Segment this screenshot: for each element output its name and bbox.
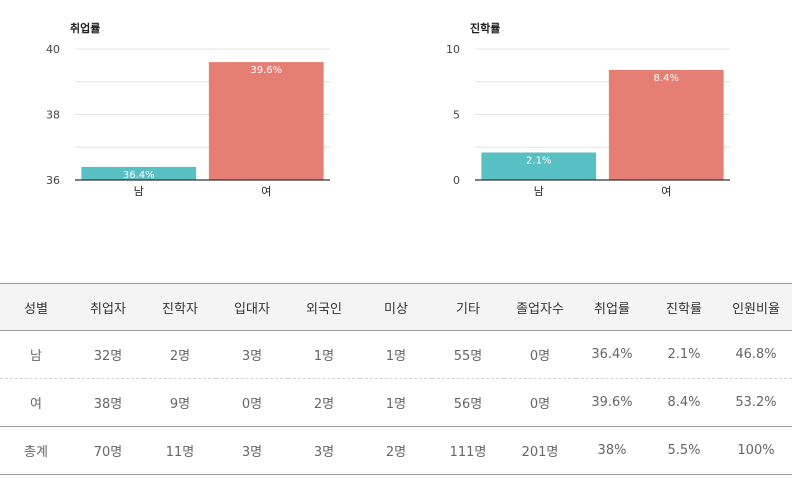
employment-rate-chart-svg: 취업률 36 38 40 36.4% 남 39.6% 여 bbox=[46, 21, 330, 198]
x-tick-label: 여 bbox=[661, 185, 671, 198]
table-cell: 111명 bbox=[432, 426, 504, 475]
header-gender: 성별 bbox=[0, 283, 72, 331]
bar bbox=[81, 166, 197, 180]
y-tick-label: 40 bbox=[46, 43, 60, 56]
header-advancement-rate: 진학률 bbox=[648, 283, 720, 331]
table-header-row: 성별 취업자 진학자 입대자 외국인 미상 기타 졸업자수 취업률 진학률 인원… bbox=[0, 283, 792, 331]
table-cell: 70명 bbox=[72, 426, 144, 475]
table-cell: 0명 bbox=[216, 378, 288, 427]
chart-title: 취업률 bbox=[70, 21, 100, 35]
table-cell: 0명 bbox=[504, 378, 576, 427]
table-cell: 32명 bbox=[72, 330, 144, 379]
graduate-stats-table: 성별 취업자 진학자 입대자 외국인 미상 기타 졸업자수 취업률 진학률 인원… bbox=[0, 283, 792, 475]
table-cell: 53.2% bbox=[720, 378, 792, 427]
table-header: 성별 취업자 진학자 입대자 외국인 미상 기타 졸업자수 취업률 진학률 인원… bbox=[0, 283, 792, 331]
table-cell: 9명 bbox=[144, 378, 216, 427]
table-cell: 1명 bbox=[360, 330, 432, 379]
table-cell: 100% bbox=[720, 426, 792, 475]
table-cell: 1명 bbox=[288, 330, 360, 379]
table-cell: 56명 bbox=[432, 378, 504, 427]
header-employed: 취업자 bbox=[72, 283, 144, 331]
header-foreigner: 외국인 bbox=[288, 283, 360, 331]
x-tick-label: 남 bbox=[134, 185, 144, 198]
header-advanced: 진학자 bbox=[144, 283, 216, 331]
x-tick-label: 여 bbox=[261, 185, 271, 198]
advancement-rate-chart-svg: 진학률 0 5 10 2.1% 남 8.4% 여 bbox=[446, 21, 730, 198]
table-row-female: 여 38명 9명 0명 2명 1명 56명 0명 39.6% 8.4% 53.2… bbox=[0, 378, 792, 427]
table-cell: 여 bbox=[0, 378, 72, 427]
bar-value-label: 36.4% bbox=[123, 170, 155, 181]
table-cell: 0명 bbox=[504, 330, 576, 379]
table-cell: 36.4% bbox=[576, 330, 648, 379]
table-row-total: 총계 70명 11명 3명 3명 2명 111명 201명 38% 5.5% 1… bbox=[0, 426, 792, 475]
y-tick-label: 5 bbox=[453, 109, 460, 122]
y-tick-label: 0 bbox=[453, 174, 460, 187]
header-other: 기타 bbox=[432, 283, 504, 331]
table-cell: 39.6% bbox=[576, 378, 648, 427]
table-cell: 1명 bbox=[360, 378, 432, 427]
table-cell: 5.5% bbox=[648, 426, 720, 475]
x-tick-label: 남 bbox=[534, 185, 544, 198]
table-cell: 2.1% bbox=[648, 330, 720, 379]
table-cell: 38명 bbox=[72, 378, 144, 427]
advancement-rate-chart: 진학률 0 5 10 2.1% 남 8.4% 여 bbox=[440, 0, 740, 210]
table-cell: 3명 bbox=[216, 330, 288, 379]
table-cell: 55명 bbox=[432, 330, 504, 379]
table-cell: 11명 bbox=[144, 426, 216, 475]
y-tick-label: 38 bbox=[46, 109, 60, 122]
table-cell: 3명 bbox=[216, 426, 288, 475]
header-unknown: 미상 bbox=[360, 283, 432, 331]
table-cell: 2명 bbox=[360, 426, 432, 475]
table-body: 남 32명 2명 3명 1명 1명 55명 0명 36.4% 2.1% 46.8… bbox=[0, 330, 792, 475]
table-cell: 8.4% bbox=[648, 378, 720, 427]
header-employment-rate: 취업률 bbox=[576, 283, 648, 331]
bar bbox=[481, 152, 597, 180]
bar-value-label: 2.1% bbox=[526, 155, 551, 166]
table-cell: 38% bbox=[576, 426, 648, 475]
header-graduates: 졸업자수 bbox=[504, 283, 576, 331]
y-tick-label: 10 bbox=[446, 43, 460, 56]
table-cell: 3명 bbox=[288, 426, 360, 475]
table-cell: 2명 bbox=[288, 378, 360, 427]
table-cell: 46.8% bbox=[720, 330, 792, 379]
bar-value-label: 39.6% bbox=[250, 65, 282, 76]
bar-value-label: 8.4% bbox=[654, 73, 679, 84]
table-row-male: 남 32명 2명 3명 1명 1명 55명 0명 36.4% 2.1% 46.8… bbox=[0, 330, 792, 379]
employment-rate-chart: 취업률 36 38 40 36.4% 남 39.6% 여 bbox=[40, 0, 340, 210]
bar bbox=[608, 69, 724, 180]
header-headcount-ratio: 인원비율 bbox=[720, 283, 792, 331]
table-cell: 총계 bbox=[0, 426, 72, 475]
chart-title: 진학률 bbox=[470, 21, 500, 35]
header-enlisted: 입대자 bbox=[216, 283, 288, 331]
y-tick-label: 36 bbox=[46, 174, 60, 187]
table-cell: 201명 bbox=[504, 426, 576, 475]
bar bbox=[208, 62, 324, 180]
table-cell: 남 bbox=[0, 330, 72, 379]
table-cell: 2명 bbox=[144, 330, 216, 379]
